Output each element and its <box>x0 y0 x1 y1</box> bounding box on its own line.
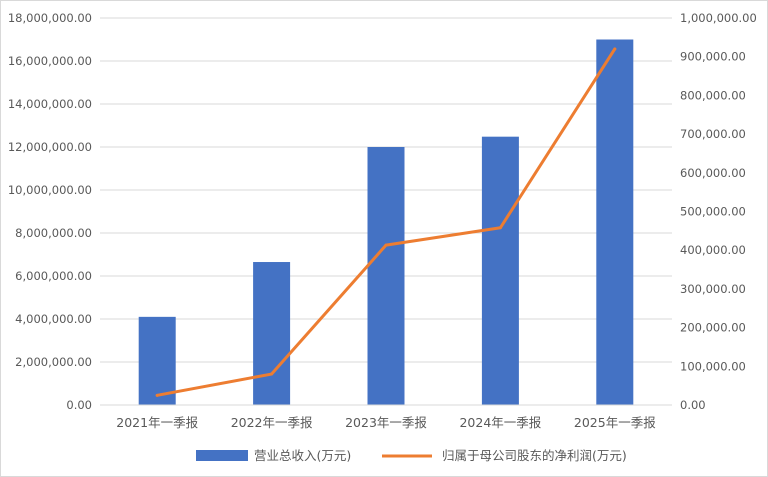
right-tick-label: 1,000,000.00 <box>680 11 757 25</box>
right-tick-label: 900,000.00 <box>680 50 746 64</box>
left-tick-label: 2,000,000.00 <box>15 355 92 369</box>
x-category-label: 2024年一季报 <box>459 415 541 430</box>
x-category-label: 2021年一季报 <box>116 415 198 430</box>
line-point <box>613 47 617 51</box>
bar <box>253 262 291 405</box>
line-point <box>155 393 159 397</box>
x-category-label: 2025年一季报 <box>574 415 656 430</box>
bar <box>367 147 405 405</box>
right-tick-label: 700,000.00 <box>680 127 746 141</box>
bar <box>481 136 519 405</box>
right-tick-label: 800,000.00 <box>680 88 746 102</box>
x-category-label: 2023年一季报 <box>345 415 427 430</box>
gridlines <box>100 17 672 363</box>
right-tick-label: 400,000.00 <box>680 243 746 257</box>
left-tick-label: 16,000,000.00 <box>8 54 92 68</box>
legend-swatch-bar <box>196 450 248 461</box>
left-tick-label: 10,000,000.00 <box>8 183 92 197</box>
left-tick-label: 18,000,000.00 <box>8 11 92 25</box>
line-point <box>384 243 388 247</box>
left-tick-label: 14,000,000.00 <box>8 97 92 111</box>
bar-series <box>138 39 634 405</box>
line-point <box>498 226 502 230</box>
line-series <box>155 47 617 397</box>
x-axis-categories: 2021年一季报 2022年一季报 2023年一季报 2024年一季报 2025年一季报 <box>116 415 656 430</box>
left-tick-label: 4,000,000.00 <box>15 312 92 326</box>
x-category-label: 2022年一季报 <box>231 415 313 430</box>
line-point <box>270 372 274 376</box>
bar <box>138 316 176 405</box>
bar <box>596 39 634 405</box>
left-tick-label: 8,000,000.00 <box>15 226 92 240</box>
left-axis-ticks: 0.00 2,000,000.00 4,000,000.00 6,000,000.00… <box>8 11 92 412</box>
legend-label-bar: 营业总收入(万元) <box>254 448 351 463</box>
right-axis-ticks: 0.00 100,000.00 200,000.00 300,000.00 400,00… <box>680 11 757 412</box>
legend: 营业总收入(万元) 归属于母公司股东的净利润(万元) <box>196 448 627 463</box>
right-tick-label: 500,000.00 <box>680 205 746 219</box>
right-tick-label: 100,000.00 <box>680 359 746 373</box>
legend-label-line: 归属于母公司股东的净利润(万元) <box>442 448 627 463</box>
right-tick-label: 300,000.00 <box>680 282 746 296</box>
right-tick-label: 200,000.00 <box>680 321 746 335</box>
left-tick-label: 6,000,000.00 <box>15 269 92 283</box>
right-tick-label: 600,000.00 <box>680 166 746 180</box>
right-tick-label: 0.00 <box>680 398 706 412</box>
left-tick-label: 12,000,000.00 <box>8 140 92 154</box>
left-tick-label: 0.00 <box>66 398 92 412</box>
